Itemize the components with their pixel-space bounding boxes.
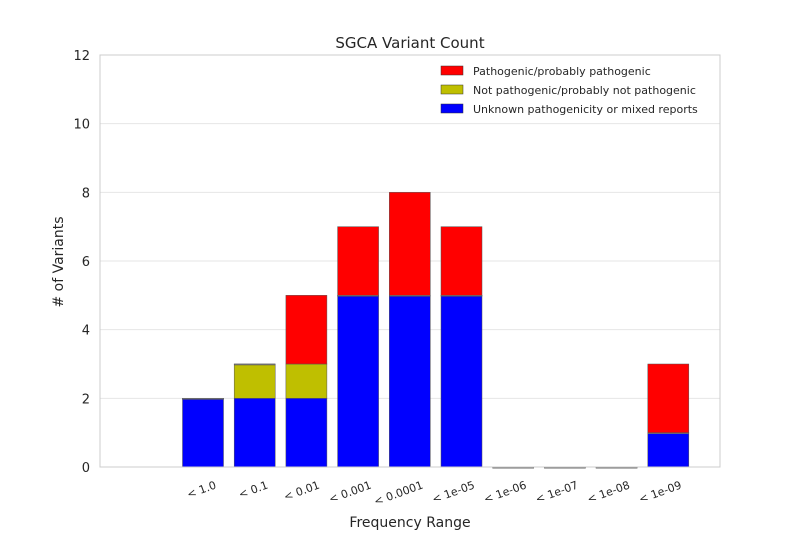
y-tick-label: 6	[82, 255, 90, 270]
legend-label: Pathogenic/probably pathogenic	[473, 65, 651, 78]
bar-segment	[389, 295, 431, 468]
legend-swatch	[440, 65, 464, 76]
x-tick-label: < 0.1	[237, 479, 270, 502]
x-tick-label: < 0.01	[282, 479, 321, 504]
y-tick-label: 4	[82, 324, 90, 339]
bar-segment	[647, 432, 690, 468]
legend-label: Not pathogenic/probably not pathogenic	[473, 84, 696, 97]
bar-segment	[285, 398, 328, 468]
bar-segment	[337, 226, 379, 296]
x-tick-label: < 0.0001	[372, 479, 425, 509]
x-tick-label: < 1.0	[185, 479, 218, 502]
legend-swatch	[440, 103, 464, 114]
y-tick-label: 0	[82, 461, 90, 476]
chart-title: SGCA Variant Count	[335, 34, 484, 52]
x-tick-label: < 1e-09	[637, 479, 683, 506]
plot-frame	[99, 54, 721, 468]
x-tick-label: < 1e-07	[534, 479, 580, 506]
bar-segment	[182, 398, 224, 400]
bar-segment	[337, 295, 379, 468]
y-axis-ticks: 0 2 4 6 8 10 12	[73, 49, 90, 476]
bar-segment	[233, 363, 276, 366]
x-axis-ticks: < 1.0 < 0.1 < 0.01 < 0.001 < 0.0001 < 1e-05 < …	[185, 479, 683, 509]
bar-segment	[182, 398, 224, 468]
bars	[182, 192, 690, 469]
bar-segment	[440, 226, 483, 296]
y-tick-label: 10	[73, 118, 90, 133]
bar-segment	[285, 363, 328, 399]
x-tick-label: < 0.001	[327, 479, 373, 506]
legend: Pathogenic/probably pathogenic Not pathog…	[440, 65, 698, 116]
y-axis-label: # of Variants	[51, 216, 67, 307]
legend-swatch	[440, 84, 464, 95]
bar-segment	[647, 363, 690, 433]
legend-label: Unknown pathogenicity or mixed reports	[473, 103, 698, 116]
bar-segment	[233, 363, 276, 399]
bar-segment	[440, 295, 483, 468]
y-tick-label: 8	[82, 186, 90, 201]
bar-segment	[285, 295, 328, 365]
x-axis-label: Frequency Range	[349, 515, 470, 531]
x-tick-label: < 1e-05	[430, 479, 476, 506]
bar-segment	[389, 192, 431, 296]
bar-segment	[233, 398, 276, 468]
x-tick-label: < 1e-06	[482, 479, 528, 506]
x-tick-label: < 1e-08	[585, 479, 631, 506]
y-tick-label: 12	[73, 49, 90, 64]
y-tick-label: 2	[82, 392, 90, 407]
